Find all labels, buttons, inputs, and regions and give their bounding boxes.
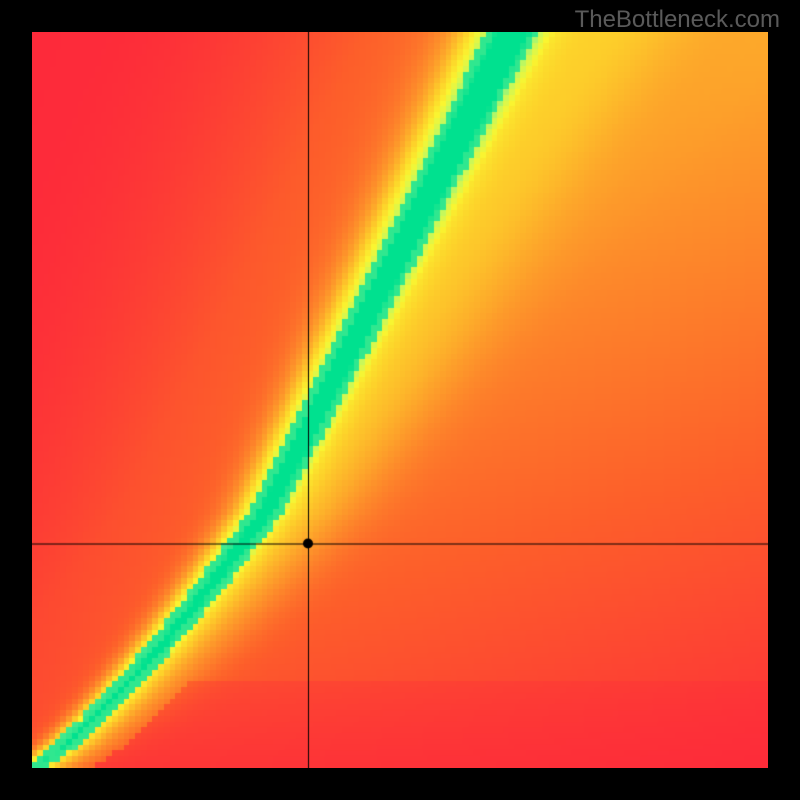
watermark-text: TheBottleneck.com bbox=[575, 6, 780, 34]
chart-frame: TheBottleneck.com bbox=[0, 0, 800, 800]
bottleneck-heatmap bbox=[32, 32, 768, 768]
